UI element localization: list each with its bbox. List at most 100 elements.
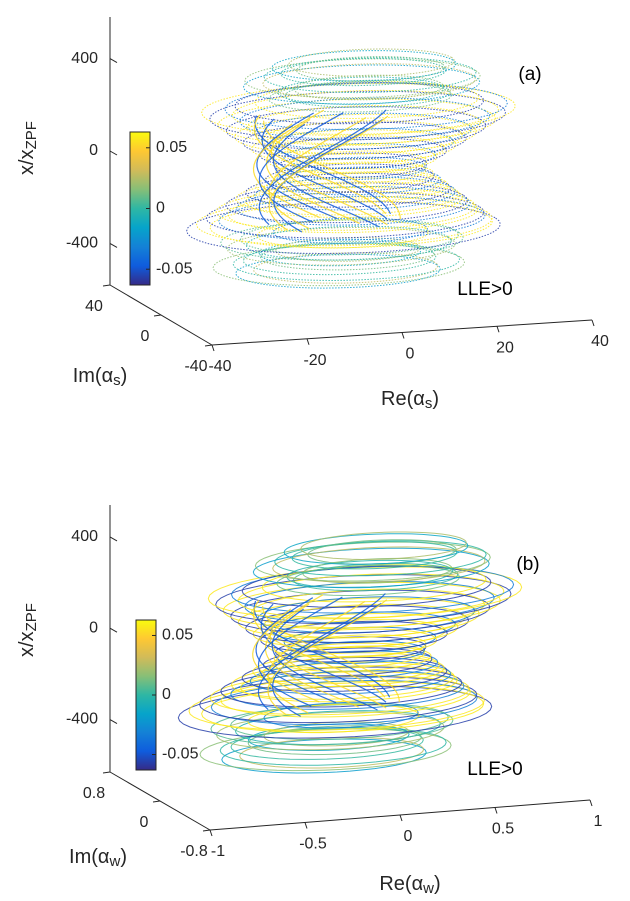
z-tick-label: 0 [89, 619, 98, 636]
x-tick [211, 344, 215, 352]
trajectory-loop [267, 628, 438, 658]
trajectory-loop [254, 176, 457, 211]
y-tick [153, 314, 162, 317]
label-part: Im(α [73, 365, 113, 387]
trajectory-loop [256, 219, 430, 249]
trajectory-link [263, 120, 401, 219]
trajectory-link [267, 600, 366, 714]
z-tick-label: 400 [71, 528, 98, 545]
trajectory-loop [234, 82, 485, 125]
trajectory [177, 531, 523, 774]
panel-label: (b) [516, 554, 539, 575]
trajectory-link [271, 608, 378, 711]
trajectory-loop [239, 737, 425, 769]
y-tick-label: 0 [140, 814, 149, 831]
colorbar-tick-label: 0 [162, 686, 171, 703]
colorbar-tick-label: 0.05 [162, 627, 193, 644]
trajectory-loop [290, 150, 428, 174]
trajectory-link [265, 118, 360, 224]
colorbar-tick-label: 0 [156, 200, 165, 217]
x-tick-label: -40 [208, 358, 231, 375]
z-axis-title: x/xZPF [16, 121, 40, 175]
y-tick [152, 800, 161, 803]
trajectory-link [257, 596, 343, 707]
trajectory-link [252, 599, 386, 698]
z-tick-label: 400 [71, 50, 98, 67]
z-tick [109, 536, 118, 542]
trajectory-loop [268, 81, 453, 113]
label-part: Re(α [379, 873, 423, 895]
label-part: ) [434, 873, 441, 895]
trajectory-loop [230, 589, 491, 634]
trajectory-loop [201, 82, 516, 136]
x-tick-label: 0 [406, 346, 415, 363]
trajectory-loop [242, 64, 481, 105]
x-tick-label: 40 [591, 333, 609, 350]
trajectory-loop [252, 652, 440, 685]
y-tick-label: 40 [85, 298, 103, 315]
colorbar-tick-label: -0.05 [162, 746, 199, 763]
trajectory-loop [288, 48, 455, 77]
trajectory-loop [274, 158, 427, 185]
subscript: ZPF [23, 603, 40, 631]
label-part: ) [121, 365, 128, 387]
trajectory-loop [300, 531, 467, 561]
trajectory-loop [262, 63, 477, 100]
trajectory-loop [280, 57, 447, 87]
trajectory-loop [205, 191, 485, 239]
subscript: w [422, 880, 434, 897]
trajectory-link [268, 115, 389, 231]
subscript: ZPF [23, 121, 40, 149]
trajectory-loop [215, 711, 445, 751]
trajectory-link [264, 603, 359, 708]
trajectory-loop [276, 564, 461, 596]
z-tick-label: -400 [66, 235, 98, 252]
trajectory-loop [222, 581, 501, 630]
subscript: s [113, 372, 121, 389]
trajectory-loop [291, 541, 458, 570]
trajectory-loop [221, 738, 427, 774]
annotation: LLE>0 [457, 279, 512, 300]
x-tick [209, 829, 213, 837]
trajectory-loop [237, 597, 480, 639]
trajectory-loop [230, 670, 465, 710]
annotation: LLE>0 [467, 759, 522, 780]
z-axis-title: x/xZPF [16, 603, 40, 657]
x-tick [304, 822, 308, 829]
trajectory [186, 48, 516, 289]
trajectory-link [255, 597, 337, 704]
trajectory-loop [199, 675, 478, 724]
trajectory-loop [246, 105, 482, 145]
y-axis-title: Im(αw) [69, 846, 127, 870]
trajectory-loop [263, 171, 449, 203]
colorbar-tick-label: 0.05 [156, 139, 187, 156]
trajectory-loop [260, 620, 448, 653]
panel-label: (a) [518, 64, 541, 85]
y-tick [102, 771, 111, 774]
trajectory-loop [283, 533, 469, 565]
trajectory-loop [220, 675, 472, 718]
label-part: ) [120, 846, 127, 868]
x-tick [494, 807, 498, 814]
trajectory-loop [255, 168, 444, 201]
trajectory-loop [252, 612, 459, 648]
trajectory-link [267, 599, 388, 715]
trajectory-loop [253, 112, 473, 150]
z-tick [109, 242, 118, 248]
trajectory-loop [275, 236, 421, 262]
y-tick-label: 0 [141, 328, 150, 345]
x-tick [399, 814, 403, 822]
trajectory-link [269, 608, 387, 709]
x-tick [589, 799, 593, 807]
trajectory-loop [239, 97, 490, 140]
trajectory-loop [210, 679, 478, 726]
x-tick-label: 0 [404, 828, 413, 845]
trajectory-loop [215, 186, 477, 231]
trajectory-link [253, 600, 391, 698]
x-axis-title: Re(αs) [381, 388, 439, 412]
trajectory-link [252, 109, 325, 219]
trajectory-loop [254, 80, 480, 120]
trajectory-loop [195, 196, 493, 247]
trajectory-link [253, 114, 387, 215]
trajectory-loop [241, 565, 492, 608]
